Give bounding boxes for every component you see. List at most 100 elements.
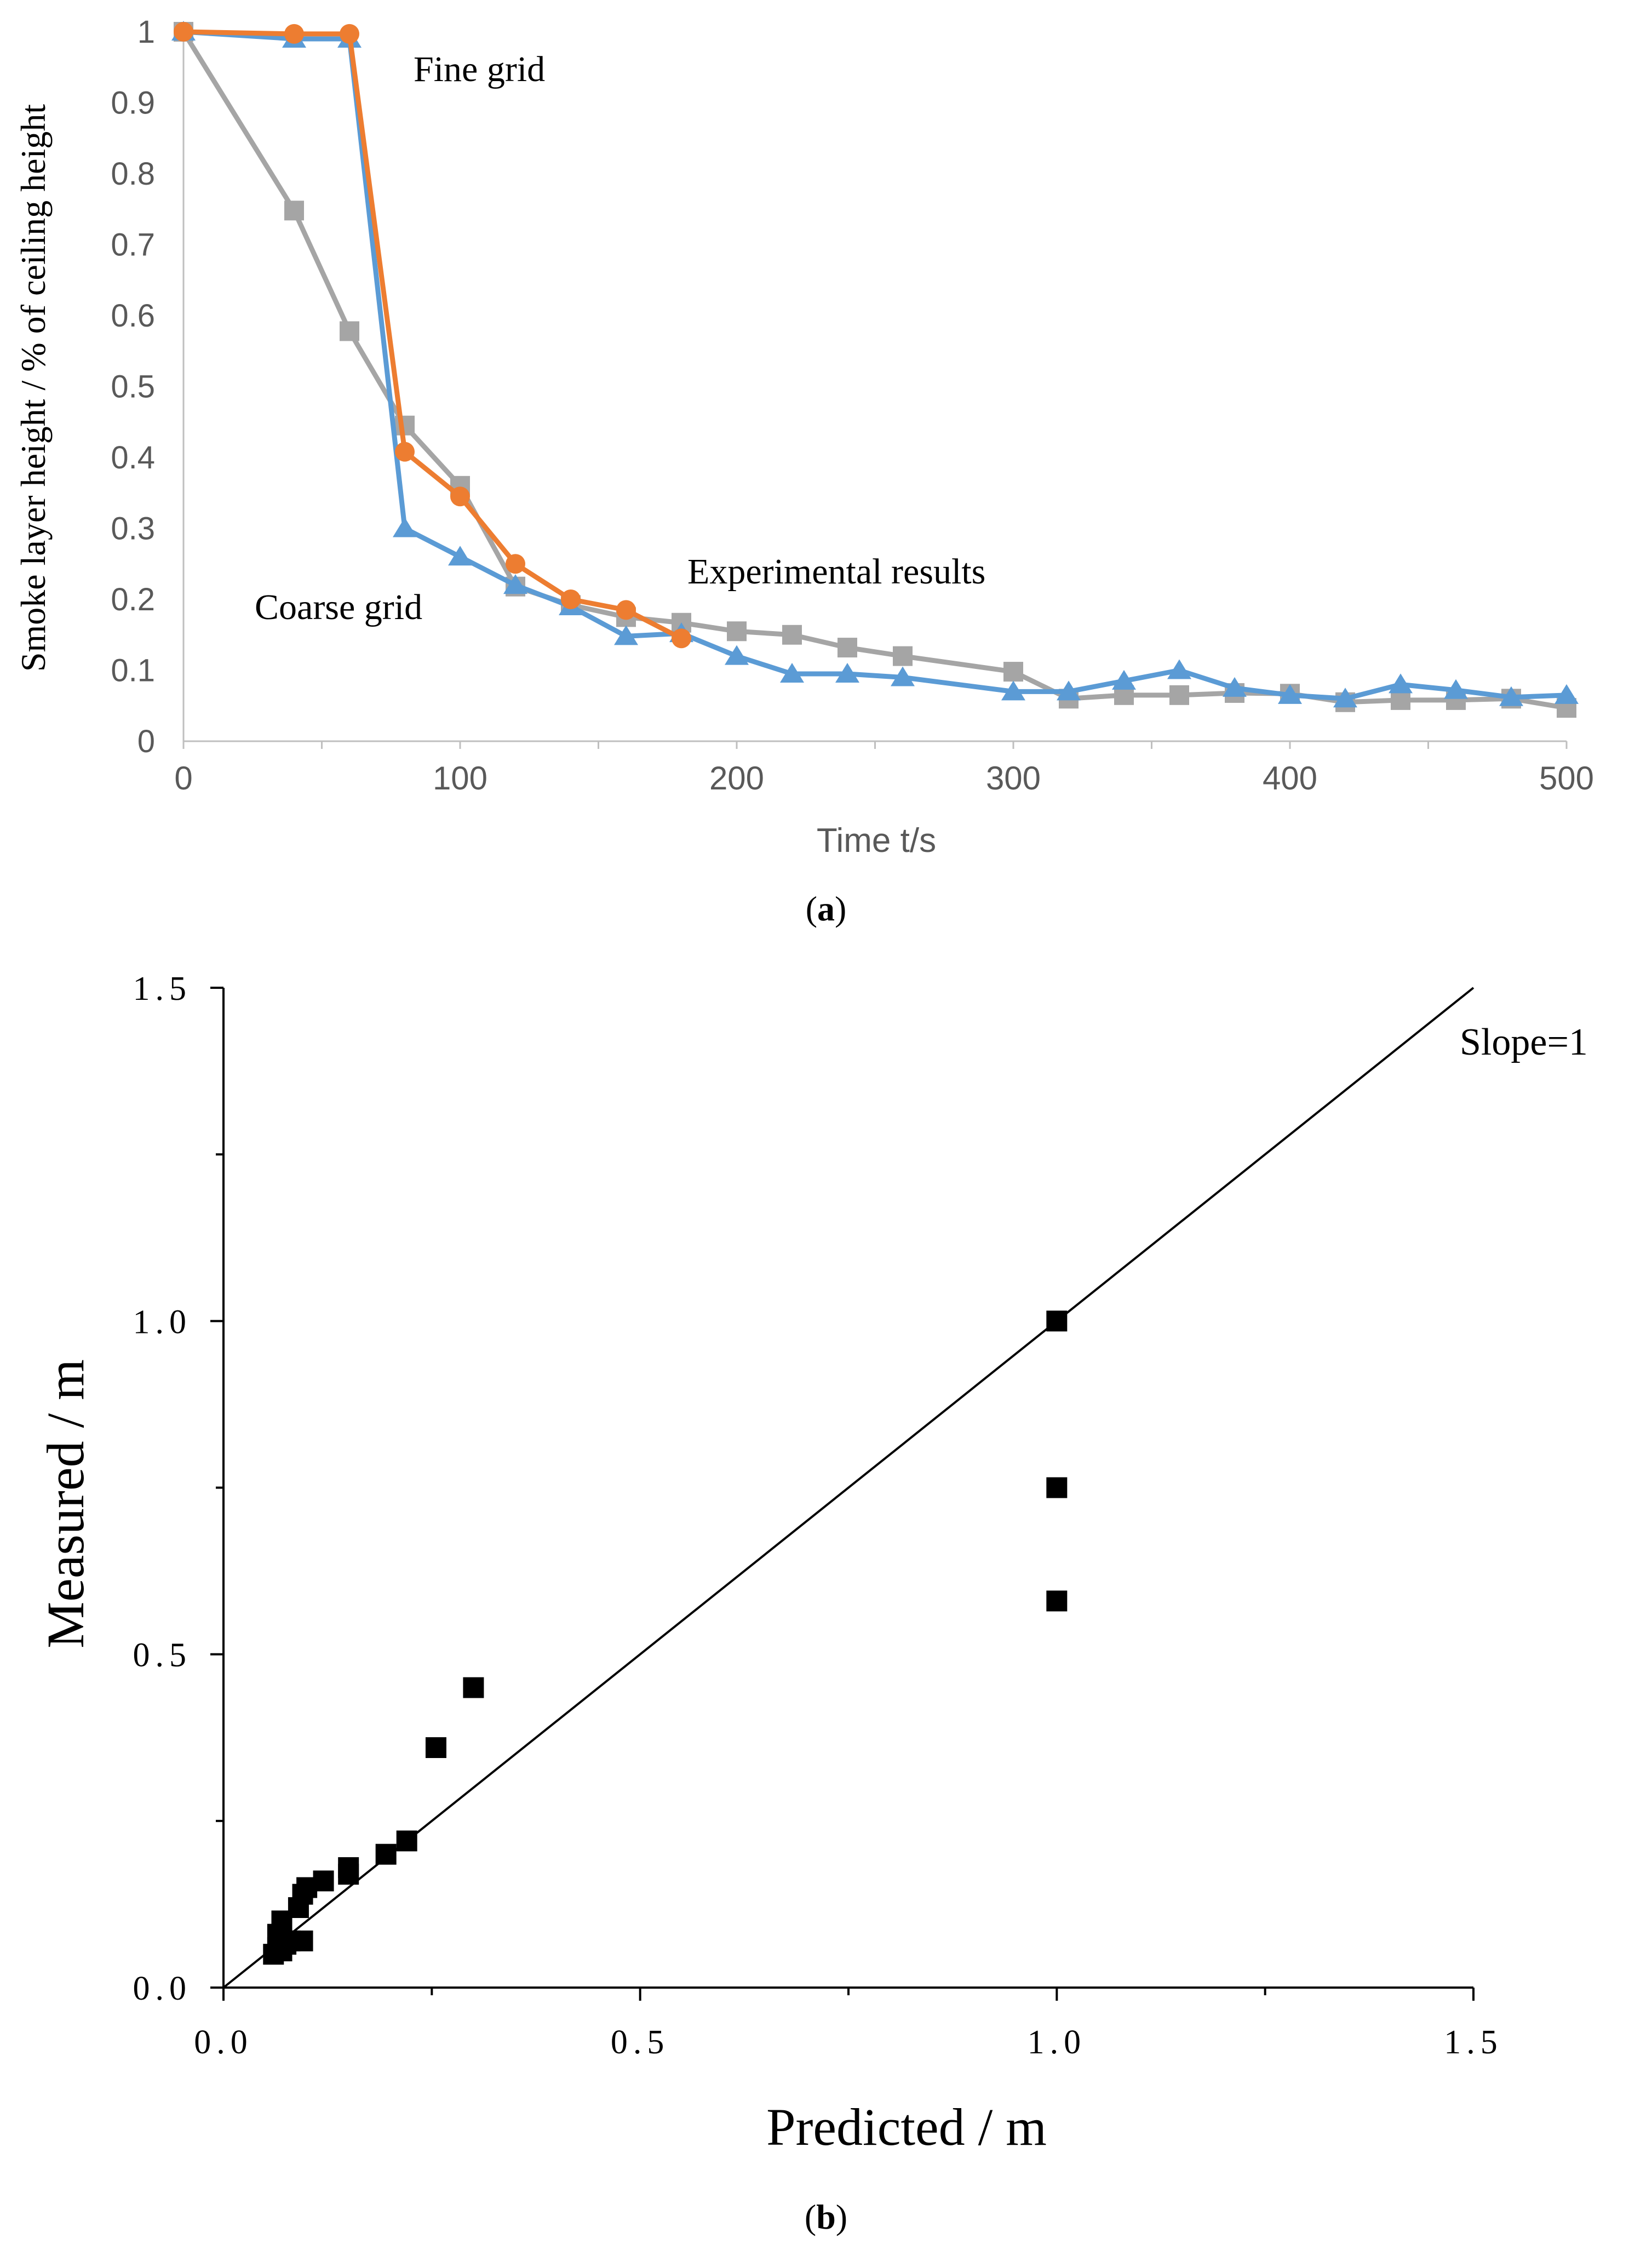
panel-b-y-tick-label: 0.5 [133, 1637, 192, 1674]
data-point-coarse-grid [1112, 669, 1136, 690]
data-point-fine-grid [174, 22, 193, 42]
annotation-coarse-grid: Coarse grid [255, 587, 422, 627]
svg-text:(a): (a) [806, 889, 847, 928]
data-point-coarse-grid [891, 666, 915, 686]
data-point-coarse-grid [835, 662, 859, 683]
panel-b-y-tick-label: 0.0 [133, 1970, 192, 2007]
panel-b-x-tick-label: 0.0 [194, 2024, 253, 2061]
data-point-coarse-grid [1001, 680, 1025, 701]
panel-a-y-axis-label: Smoke layer height / % of ceiling height [14, 104, 53, 672]
data-point-coarse-grid [1444, 679, 1468, 699]
series-fine-grid [174, 22, 691, 649]
slope-line-label: Slope=1 [1460, 1021, 1588, 1063]
panel-b: 0.0 0.5 1.0 1.5 0.0 0.5 1.0 1.5 Slope=1 Predic… [36, 970, 1588, 2236]
panel-a-x-axis-label: Time t/s [817, 822, 936, 860]
annotation-fine-grid: Fine grid [414, 49, 545, 89]
data-point-experimental-results [284, 201, 304, 221]
panel-b-reference-line [222, 987, 1475, 1989]
scatter-point [1046, 1310, 1068, 1332]
data-point-experimental-results [340, 321, 359, 341]
data-point-experimental-results [782, 625, 802, 645]
panel-b-y-ticks: 0.0 0.5 1.0 1.5 [133, 970, 223, 2007]
data-point-coarse-grid [1167, 659, 1191, 679]
data-point-coarse-grid [1555, 684, 1579, 704]
panel-b-x-tick-label: 0.5 [611, 2024, 670, 2061]
annotation-experimental-results: Experimental results [687, 552, 985, 592]
panel-a-x-tick-label: 500 [1539, 760, 1594, 797]
panel-b-y-tick-label: 1.0 [133, 1303, 192, 1341]
panel-a-y-tick-label: 0.9 [111, 85, 155, 121]
panel-b-caption-letter: b [816, 2197, 836, 2236]
panel-b-x-ticks: 0.0 0.5 1.0 1.5 [194, 1988, 1503, 2061]
panel-a-x-ticks: 0 100 200 300 400 500 [174, 741, 1594, 797]
panel-a-y-tick-label: 1 [137, 14, 155, 50]
panel-a-x-tick-label: 100 [433, 760, 487, 797]
scatter-point [463, 1677, 484, 1698]
data-point-coarse-grid [1389, 673, 1413, 694]
series-line-coarse-grid [183, 29, 1567, 701]
panel-a-y-tick-label: 0.7 [111, 227, 155, 263]
data-point-coarse-grid [1499, 686, 1523, 706]
scatter-point [396, 1830, 417, 1852]
data-point-experimental-results [1391, 690, 1410, 710]
panel-a-y-tick-label: 0.3 [111, 511, 155, 547]
panel-b-y-tick-label: 1.5 [133, 970, 192, 1007]
panel-a-y-tick-label: 0 [137, 724, 155, 759]
panel-b-y-axis-label: Measured / m [36, 1359, 95, 1648]
scatter-point [338, 1864, 359, 1885]
scatter-point [1046, 1590, 1068, 1612]
panel-a-y-tick-label: 0.1 [111, 653, 155, 689]
panel-a-y-tick-label: 0.6 [111, 298, 155, 334]
panel-b-x-tick-label: 1.0 [1028, 2024, 1087, 2061]
panel-b-x-tick-label: 1.5 [1444, 2024, 1503, 2061]
data-point-fine-grid [450, 486, 470, 507]
data-point-coarse-grid [1278, 684, 1302, 704]
panel-a-x-tick-label: 200 [709, 760, 764, 797]
data-point-coarse-grid [780, 662, 804, 683]
scatter-point [1046, 1477, 1068, 1498]
scatter-point [425, 1737, 446, 1758]
data-point-coarse-grid [448, 546, 472, 566]
panel-a-caption: (a) [806, 889, 847, 928]
data-point-coarse-grid [1223, 677, 1247, 697]
scatter-point [263, 1944, 284, 1965]
data-point-coarse-grid [1057, 680, 1081, 701]
scatter-point [375, 1843, 397, 1865]
data-point-experimental-results [727, 621, 747, 642]
data-point-fine-grid [616, 600, 636, 620]
data-point-fine-grid [672, 628, 691, 649]
data-point-experimental-results [893, 646, 913, 666]
panel-a-x-tick-label: 0 [174, 760, 192, 797]
data-point-fine-grid [284, 24, 304, 44]
data-point-coarse-grid [503, 574, 527, 594]
data-point-coarse-grid [614, 625, 638, 645]
panel-a-y-ticks: 0 0.1 0.2 0.3 0.4 0.5 0.6 0.7 0.8 0.9 1 [111, 14, 155, 759]
data-point-fine-grid [506, 554, 525, 574]
panel-a: 0 100 200 300 400 500 00.10.20.30.40.50.60.70… [14, 14, 1594, 928]
data-point-experimental-results [395, 415, 415, 436]
data-point-experimental-results [838, 638, 857, 658]
panel-b-points [263, 1310, 1068, 1965]
data-point-fine-grid [340, 24, 359, 44]
data-point-experimental-results [1003, 662, 1023, 682]
data-point-coarse-grid [725, 645, 749, 665]
panel-a-x-tick-label: 400 [1263, 760, 1317, 797]
panel-a-series [171, 21, 1579, 718]
panel-b-x-axis-label: Predicted / m [766, 2098, 1047, 2156]
panel-b-caption: (b) [805, 2197, 847, 2236]
svg-text:(b): (b) [805, 2197, 847, 2236]
panel-a-y-tick-label: 0.4 [111, 440, 155, 476]
panel-a-caption-letter: a [817, 889, 835, 928]
panel-a-y-tick-label: 0.5 [111, 369, 155, 405]
data-point-fine-grid [395, 442, 415, 462]
slope-one-line [222, 987, 1475, 1989]
panel-a-y-tick-label: 0.8 [111, 156, 155, 192]
panel-a-y-tick-label: 0.2 [111, 582, 155, 617]
panel-a-x-tick-label: 300 [986, 760, 1041, 797]
data-point-fine-grid [561, 589, 581, 609]
data-point-coarse-grid [1333, 688, 1357, 708]
data-point-coarse-grid [393, 517, 417, 537]
data-point-experimental-results [1169, 685, 1189, 705]
